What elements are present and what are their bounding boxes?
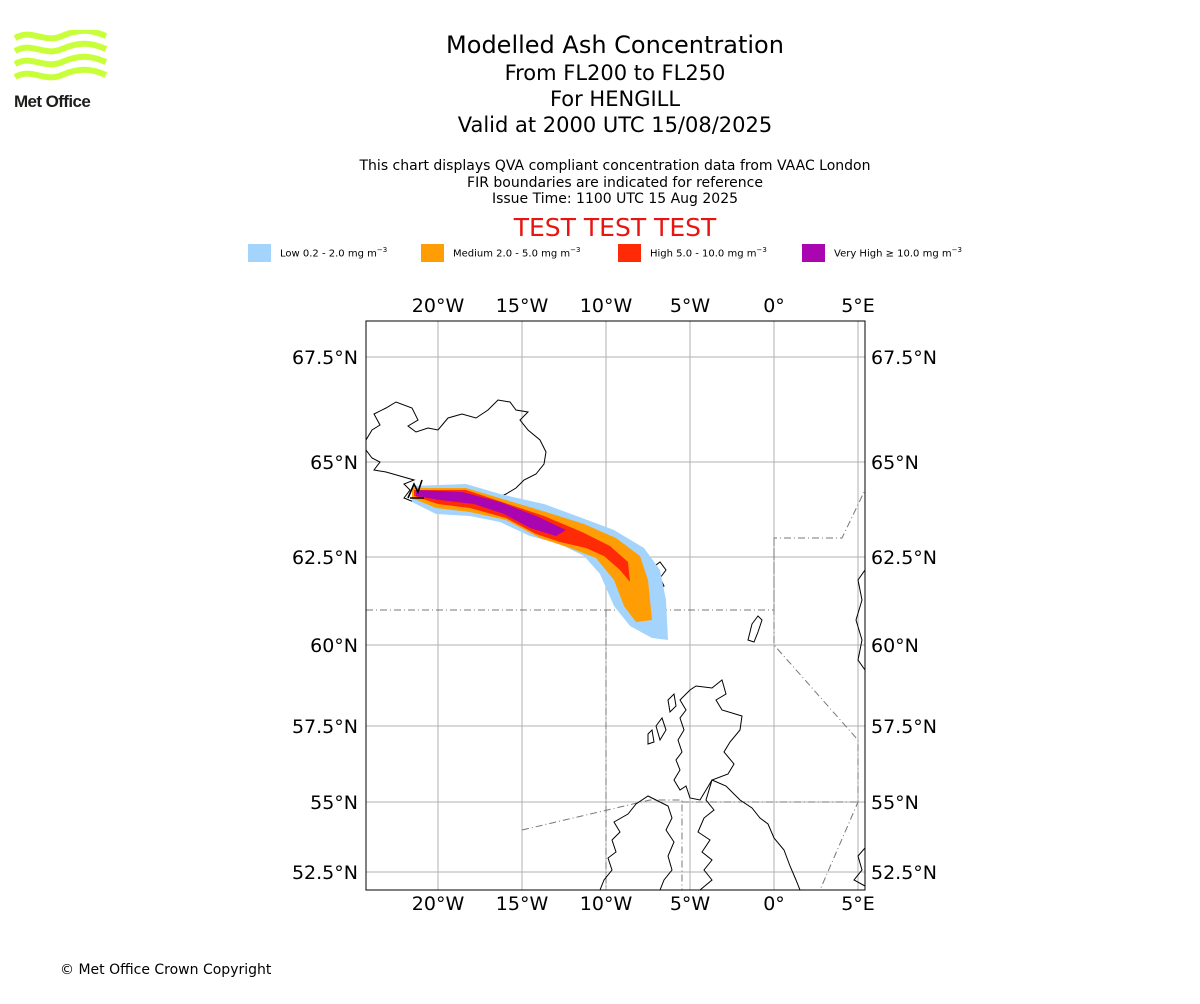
info-line-source: This chart displays QVA compliant concen… <box>359 158 871 174</box>
met-office-logo: Met Office <box>14 30 109 112</box>
legend-item-medium: Medium 2.0 - 5.0 mg m−3 <box>421 244 580 262</box>
lon-label-bottom: 20°W <box>412 893 465 915</box>
coastline-england-wales <box>697 779 801 890</box>
lat-label-right: 55°N <box>871 792 919 814</box>
coastline-shetland <box>747 615 763 643</box>
chart-info: This chart displays QVA compliant concen… <box>0 158 1200 208</box>
lon-label-bottom: 5°W <box>670 893 711 915</box>
chart-header: Modelled Ash Concentration From FL200 to… <box>0 30 1200 138</box>
coastline-denmark <box>853 847 865 887</box>
lat-label-right: 62.5°N <box>871 547 937 569</box>
coastline-iceland <box>366 399 547 513</box>
flight-level-range: From FL200 to FL250 <box>504 61 726 85</box>
coastline-ireland <box>599 795 675 890</box>
test-banner: TEST TEST TEST <box>513 213 717 242</box>
legend-swatch-very-high <box>802 244 825 262</box>
legend-swatch-medium <box>421 244 444 262</box>
met-office-waves-icon <box>14 30 108 81</box>
lat-label-left: 57.5°N <box>292 716 358 738</box>
lon-label-top: 15°W <box>496 295 549 317</box>
coastline-norway <box>855 569 865 671</box>
lon-label-top: 20°W <box>412 295 465 317</box>
legend-swatch-high <box>618 244 641 262</box>
lat-label-left: 65°N <box>310 452 358 474</box>
ash-area-very-high <box>416 490 566 536</box>
lon-label-top: 5°E <box>841 295 875 317</box>
legend-item-high: High 5.0 - 10.0 mg m−3 <box>618 244 767 262</box>
legend-label-very-high: Very High ≥ 10.0 mg m−3 <box>834 246 962 260</box>
lon-label-top: 10°W <box>580 295 633 317</box>
lat-label-right: 67.5°N <box>871 347 937 369</box>
copyright-notice: © Met Office Crown Copyright <box>60 962 272 978</box>
volcano-name: For HENGILL <box>549 87 681 111</box>
info-line-issue-time: Issue Time: 1100 UTC 15 Aug 2025 <box>491 191 739 207</box>
lon-label-bottom: 0° <box>763 893 785 915</box>
legend-item-very-high: Very High ≥ 10.0 mg m−3 <box>802 244 962 262</box>
lat-label-right: 57.5°N <box>871 716 937 738</box>
lat-label-right: 65°N <box>871 452 919 474</box>
legend-label-low: Low 0.2 - 2.0 mg m−3 <box>280 246 388 260</box>
lon-label-bottom: 5°E <box>841 893 875 915</box>
lon-label-top: 5°W <box>670 295 711 317</box>
lon-label-bottom: 15°W <box>496 893 549 915</box>
lat-label-left: 67.5°N <box>292 347 358 369</box>
legend-label-medium: Medium 2.0 - 5.0 mg m−3 <box>453 246 581 260</box>
page-title: Modelled Ash Concentration <box>446 31 784 59</box>
logo-text: Met Office <box>14 92 91 111</box>
legend-swatch-low <box>248 244 271 262</box>
coastline-hebrides <box>647 692 677 745</box>
info-line-fir: FIR boundaries are indicated for referen… <box>467 174 763 191</box>
lat-label-left: 60°N <box>310 635 358 657</box>
legend: Low 0.2 - 2.0 mg m−3 Medium 2.0 - 5.0 mg… <box>0 244 1200 266</box>
lat-label-left: 55°N <box>310 792 358 814</box>
legend-item-low: Low 0.2 - 2.0 mg m−3 <box>248 244 387 262</box>
legend-label-high: High 5.0 - 10.0 mg m−3 <box>650 246 767 260</box>
lat-label-left: 62.5°N <box>292 547 358 569</box>
fir-boundary-east <box>773 538 859 890</box>
lon-label-bottom: 10°W <box>580 893 633 915</box>
lat-label-left: 52.5°N <box>292 862 358 884</box>
valid-time: Valid at 2000 UTC 15/08/2025 <box>457 113 773 137</box>
lat-label-right: 60°N <box>871 635 919 657</box>
map-frame <box>365 320 866 891</box>
lat-label-right: 52.5°N <box>871 862 937 884</box>
volcano-marker-icon <box>407 479 424 499</box>
lon-label-top: 0° <box>763 295 785 317</box>
ash-plume <box>412 484 668 640</box>
coastlines <box>366 399 865 890</box>
